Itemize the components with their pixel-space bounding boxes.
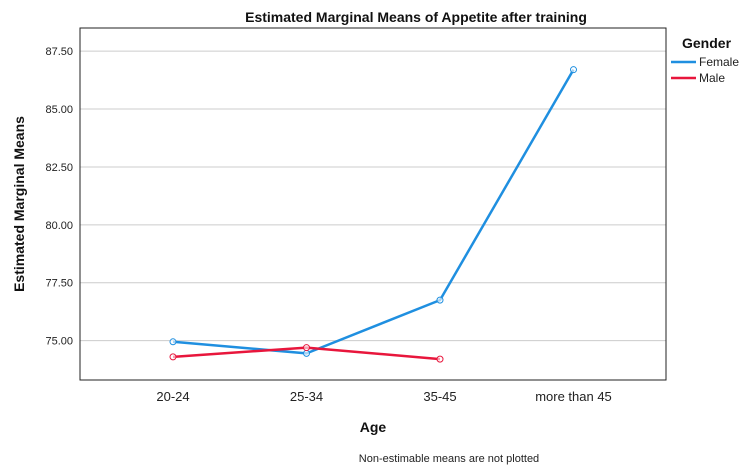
x-axis-title: Age (360, 419, 387, 435)
legend-label: Female (699, 55, 739, 69)
data-point (436, 355, 444, 363)
data-point (169, 353, 177, 361)
legend-label: Male (699, 71, 725, 85)
series-lines (169, 66, 577, 363)
plot-frame (79, 27, 667, 381)
x-tick-label: 20-24 (156, 389, 189, 404)
data-point (570, 66, 577, 74)
chart-title: Estimated Marginal Means of Appetite aft… (245, 9, 587, 25)
x-tick-label: 25-34 (290, 389, 323, 404)
data-point (436, 296, 444, 304)
y-tick-label: 82.50 (45, 162, 73, 174)
series-male (169, 344, 444, 363)
y-tick-label: 80.00 (45, 220, 73, 232)
y-tick-labels: 75.00 77.50 80.00 82.50 85.00 87.50 (45, 46, 73, 347)
legend-item: Female (671, 55, 739, 69)
y-tick-label: 85.00 (45, 104, 73, 116)
x-tick-labels: 20-24 25-34 35-45 more than 45 (156, 389, 611, 404)
series-female (169, 66, 577, 357)
data-point (303, 349, 310, 357)
y-axis-title: Estimated Marginal Means (11, 116, 27, 292)
y-tick-label: 87.50 (45, 46, 73, 58)
y-tick-label: 75.00 (45, 336, 73, 348)
data-point (169, 338, 177, 346)
series-line (172, 69, 575, 355)
x-tick-label: 35-45 (423, 389, 456, 404)
data-point (303, 344, 310, 352)
legend: Gender Female Male (671, 35, 739, 85)
grid-lines (80, 50, 666, 342)
legend-title: Gender (682, 35, 732, 51)
footnote: Non-estimable means are not plotted (359, 453, 539, 465)
x-tick-label: more than 45 (535, 389, 612, 404)
legend-item: Male (671, 71, 725, 85)
y-tick-label: 77.50 (45, 278, 73, 290)
